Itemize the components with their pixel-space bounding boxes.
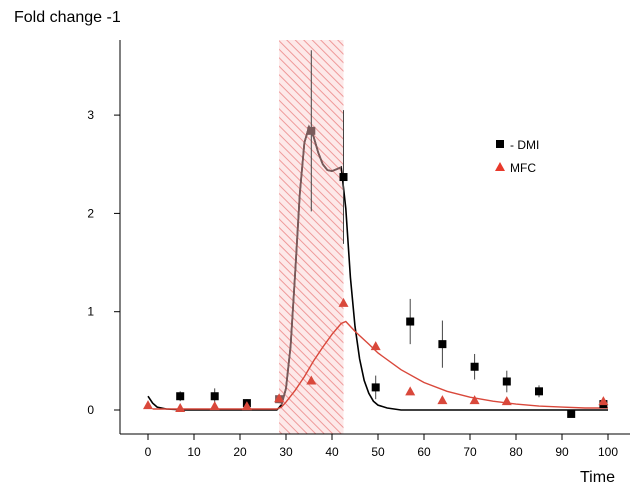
mfc-point	[241, 401, 252, 411]
dmi-point	[210, 392, 219, 401]
x-tick-label: 90	[555, 445, 569, 459]
y-tick-label: 2	[87, 206, 94, 220]
mfc-point	[306, 375, 317, 385]
x-tick-label: 100	[598, 445, 618, 459]
dmi-point	[502, 377, 511, 386]
x-tick-label: 40	[325, 445, 339, 459]
x-tick-label: 10	[187, 445, 201, 459]
mfc-point	[209, 401, 220, 411]
legend: - DMI MFC	[495, 138, 539, 175]
mfc-point	[469, 395, 480, 405]
x-tick-label: 80	[509, 445, 523, 459]
mfc-point	[338, 297, 349, 307]
dmi-point	[438, 340, 447, 349]
mfc-point	[501, 396, 512, 406]
dmi-point	[307, 126, 316, 135]
legend-marker-mfc	[495, 162, 505, 171]
mfc-point	[274, 393, 285, 403]
mfc-fit-curve	[152, 320, 608, 410]
x-axis-title: Time	[580, 469, 615, 486]
dmi-point	[371, 383, 380, 392]
mfc-point	[143, 400, 153, 410]
plot-area: 0 10 20 30 40 50 60 70 80 90 100 0 1 2 3	[87, 40, 630, 459]
y-axis-title: Fold change -1	[14, 9, 121, 26]
dmi-point	[470, 362, 479, 371]
legend-marker-dmi	[496, 140, 504, 148]
dmi-fit-curve	[147, 124, 608, 411]
legend-label-dmi: - DMI	[510, 138, 539, 152]
legend-label-mfc: MFC	[510, 161, 536, 175]
x-tick-label: 30	[279, 445, 293, 459]
y-tick-label: 3	[87, 108, 94, 122]
y-tick-label: 0	[87, 403, 94, 417]
x-tick-label: 70	[463, 445, 477, 459]
mfc-point	[175, 403, 186, 413]
dmi-point	[567, 409, 576, 418]
x-tick-label: 50	[371, 445, 385, 459]
mfc-point	[370, 341, 381, 351]
dmi-point	[406, 317, 415, 326]
x-tick-label: 20	[233, 445, 247, 459]
x-tick-label: 60	[417, 445, 431, 459]
x-tick-label: 0	[145, 445, 152, 459]
mfc-point	[405, 386, 416, 396]
mfc-point	[598, 396, 609, 406]
mfc-point	[437, 395, 448, 405]
dmi-point	[535, 387, 543, 396]
dmi-point	[176, 392, 185, 401]
dmi-point	[339, 173, 348, 182]
y-tick-label: 1	[87, 305, 94, 319]
